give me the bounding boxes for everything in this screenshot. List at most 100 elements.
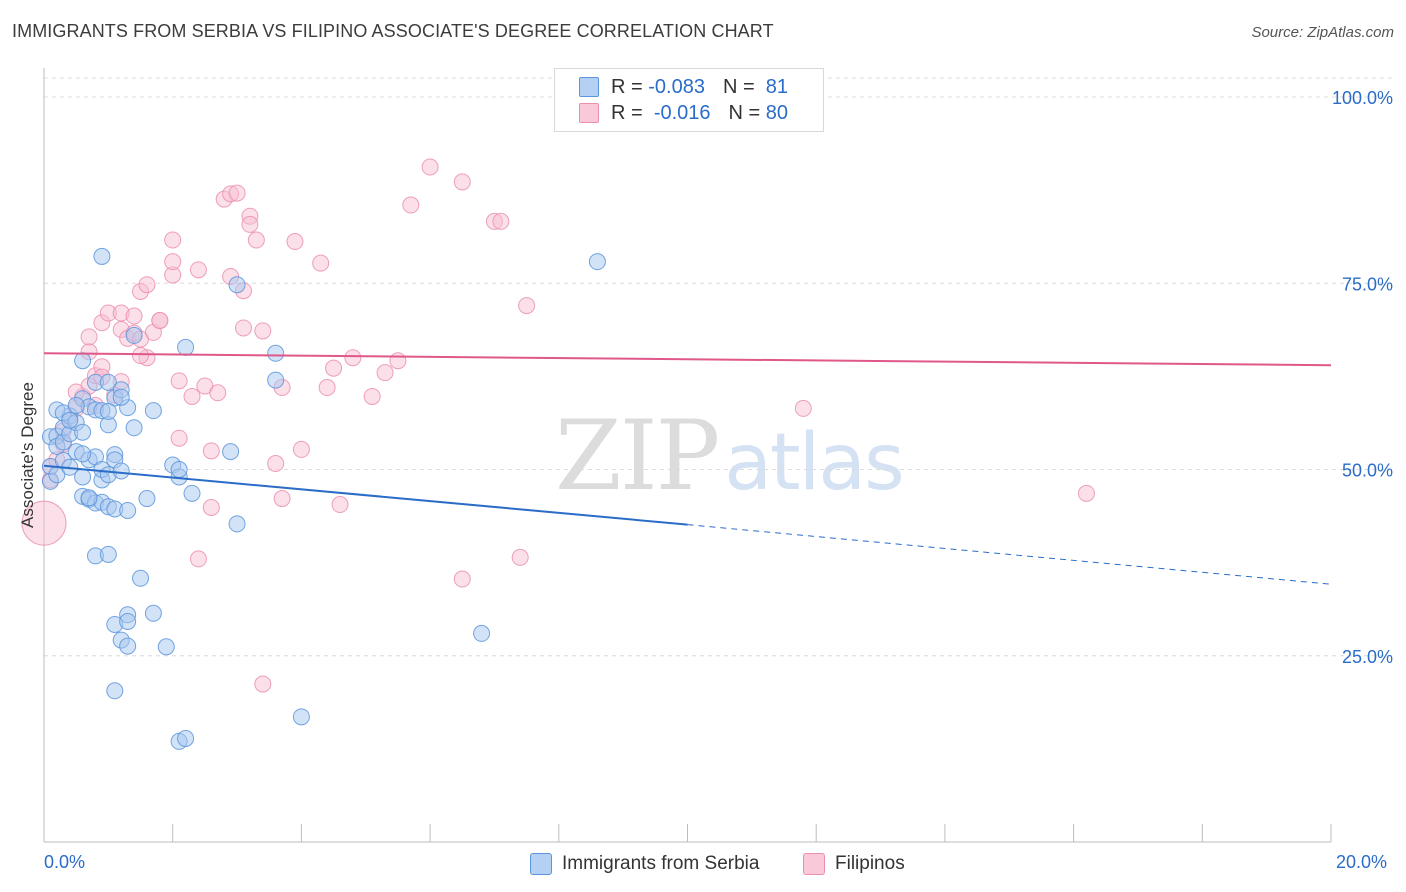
legend-r-value-filipinos: -0.016: [653, 101, 711, 124]
point-filipino: [1077, 484, 1095, 502]
legend-n-label: N =: [728, 101, 761, 124]
point-filipino: [318, 379, 336, 397]
y-tick-label: 25.0%: [1342, 647, 1393, 667]
legend-swatch-filipinos: [579, 103, 599, 123]
point-filipino: [273, 490, 291, 508]
point-filipino: [202, 498, 220, 516]
point-serbia: [112, 388, 130, 406]
correlation-legend: R = -0.083 N = 81 R = -0.016 N = 80: [554, 68, 824, 132]
point-serbia: [80, 489, 98, 507]
point-serbia: [93, 247, 111, 265]
trendline-filipinos: [43, 352, 1332, 367]
point-filipino: [170, 429, 188, 447]
point-filipino: [241, 215, 259, 233]
point-filipino: [331, 496, 349, 514]
y-tick-label: 50.0%: [1342, 461, 1393, 481]
point-filipino: [389, 352, 407, 370]
x-tick-label-max: 20.0%: [1336, 852, 1388, 872]
point-filipino: [344, 349, 362, 367]
point-serbia: [588, 253, 606, 271]
point-serbia: [125, 419, 143, 437]
point-filipino: [189, 550, 207, 568]
point-serbia: [67, 396, 85, 414]
legend-n-value-filipinos: 80: [765, 101, 789, 124]
point-serbia: [125, 326, 143, 344]
point-filipino: [209, 384, 227, 402]
point-filipino: [453, 173, 471, 191]
point-serbia: [157, 638, 175, 656]
point-serbia: [74, 468, 92, 486]
bottom-legend-label-filipinos: Filipinos: [835, 853, 905, 874]
point-serbia: [99, 373, 117, 391]
y-tick-label: 100.0%: [1332, 88, 1393, 108]
bottom-legend-filipinos: Filipinos: [803, 852, 905, 876]
point-filipino: [312, 254, 330, 272]
point-serbia: [74, 423, 92, 441]
point-filipino: [164, 231, 182, 249]
point-filipino: [794, 399, 812, 417]
point-filipino: [132, 347, 150, 365]
point-serbia: [132, 569, 150, 587]
point-filipino: [325, 359, 343, 377]
point-serbia: [74, 445, 92, 463]
point-filipino: [189, 261, 207, 279]
legend-r-label: R =: [611, 75, 643, 98]
bottom-legend-swatch-serbia: [530, 853, 552, 875]
legend-row-filipinos: R = -0.016 N = 80: [579, 100, 788, 126]
point-filipino: [125, 307, 143, 325]
point-filipino: [286, 233, 304, 251]
point-filipino: [80, 328, 98, 346]
point-filipino: [202, 442, 220, 460]
point-filipino: [254, 675, 272, 693]
legend-n-label: N =: [722, 75, 755, 98]
point-filipino: [254, 322, 272, 340]
point-serbia: [144, 402, 162, 420]
point-filipino: [164, 253, 182, 271]
point-serbia: [119, 612, 137, 630]
point-serbia: [183, 484, 201, 502]
point-serbia: [177, 338, 195, 356]
point-serbia: [473, 624, 491, 642]
point-filipino: [183, 387, 201, 405]
point-serbia: [228, 276, 246, 294]
y-tick-label: 75.0%: [1342, 274, 1393, 294]
point-filipino: [453, 570, 471, 588]
point-serbia: [74, 352, 92, 370]
trendline-serbia: [43, 464, 688, 526]
point-filipino: [363, 387, 381, 405]
chart-title: IMMIGRANTS FROM SERBIA VS FILIPINO ASSOC…: [12, 21, 774, 41]
point-serbia: [61, 411, 79, 429]
point-filipino: [421, 158, 439, 176]
source-label: Source: ZipAtlas.com: [1251, 24, 1394, 41]
point-filipino: [247, 231, 265, 249]
point-filipino: [170, 372, 188, 390]
legend-swatch-serbia: [579, 77, 599, 97]
point-serbia: [170, 461, 188, 478]
legend-r-value-serbia: -0.083: [648, 75, 705, 98]
watermark: ZIPatlas: [555, 400, 905, 512]
x-tick-label-min: 0.0%: [44, 852, 86, 872]
point-serbia: [112, 462, 130, 480]
legend-n-value-serbia: 81: [765, 75, 789, 98]
point-serbia: [267, 371, 285, 389]
point-serbia: [106, 682, 124, 700]
point-serbia: [138, 490, 156, 508]
point-serbia: [267, 344, 285, 362]
point-filipino: [402, 196, 420, 214]
point-serbia: [99, 402, 117, 420]
y-axis-title: Associate's Degree: [18, 382, 37, 528]
point-serbia: [119, 501, 137, 519]
legend-row-serbia: R = -0.083 N = 81: [579, 74, 788, 100]
watermark-zip: ZIP: [555, 400, 720, 512]
point-filipino: [511, 548, 529, 566]
point-serbia: [144, 604, 162, 622]
trendline-serbia-projection: [687, 524, 1332, 585]
point-filipino: [234, 319, 252, 337]
point-filipino: [138, 276, 156, 294]
point-filipino: [518, 297, 536, 315]
point-serbia: [292, 708, 310, 726]
point-filipino: [376, 364, 394, 382]
point-filipino: [292, 440, 310, 458]
point-serbia: [119, 637, 137, 655]
